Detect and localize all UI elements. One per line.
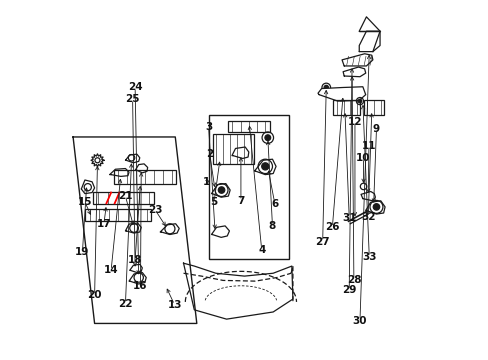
Text: 31: 31	[341, 213, 356, 222]
Text: 8: 8	[268, 221, 276, 231]
Circle shape	[261, 163, 268, 170]
Circle shape	[264, 135, 270, 140]
Text: 9: 9	[372, 124, 379, 134]
Text: 32: 32	[360, 212, 375, 221]
Text: 4: 4	[258, 245, 265, 255]
Polygon shape	[359, 31, 379, 51]
Polygon shape	[125, 154, 140, 163]
Polygon shape	[81, 180, 94, 194]
Text: 26: 26	[325, 222, 339, 232]
Text: 25: 25	[125, 94, 140, 104]
Text: 16: 16	[133, 281, 147, 291]
Polygon shape	[343, 67, 365, 77]
Text: 3: 3	[204, 122, 212, 132]
Text: 19: 19	[75, 247, 89, 257]
Circle shape	[218, 187, 224, 193]
Polygon shape	[360, 192, 375, 201]
Circle shape	[372, 204, 379, 210]
Text: 13: 13	[167, 300, 182, 310]
Text: 33: 33	[361, 252, 376, 262]
Bar	[363, 100, 384, 116]
Text: 10: 10	[356, 153, 370, 163]
Polygon shape	[160, 224, 179, 234]
Text: 21: 21	[118, 191, 132, 201]
Polygon shape	[341, 54, 372, 66]
Text: 2: 2	[205, 149, 213, 159]
Text: 17: 17	[97, 219, 111, 229]
Text: 12: 12	[347, 117, 362, 127]
Polygon shape	[211, 184, 230, 197]
Polygon shape	[129, 264, 142, 273]
Polygon shape	[231, 147, 248, 158]
Bar	[113, 170, 176, 184]
Text: 29: 29	[341, 285, 356, 296]
Bar	[85, 210, 151, 221]
Text: 14: 14	[103, 265, 118, 275]
Text: 20: 20	[87, 291, 102, 301]
Polygon shape	[365, 201, 384, 214]
Text: 18: 18	[128, 255, 142, 265]
Text: 1: 1	[203, 177, 210, 187]
Polygon shape	[211, 226, 229, 237]
Text: 24: 24	[127, 82, 142, 93]
Text: 6: 6	[271, 199, 278, 210]
Text: 5: 5	[210, 197, 217, 207]
Text: 28: 28	[346, 275, 360, 285]
Polygon shape	[254, 159, 276, 175]
Bar	[93, 192, 154, 204]
Bar	[333, 100, 360, 116]
Bar	[212, 134, 254, 164]
Text: 15: 15	[78, 197, 92, 207]
Circle shape	[324, 85, 328, 90]
Polygon shape	[317, 87, 365, 101]
Text: 7: 7	[237, 196, 244, 206]
Polygon shape	[135, 164, 147, 173]
Polygon shape	[129, 273, 146, 284]
Text: 30: 30	[352, 316, 366, 325]
Polygon shape	[109, 168, 129, 176]
Text: 11: 11	[361, 141, 375, 151]
Bar	[228, 121, 269, 132]
Polygon shape	[125, 223, 141, 233]
Circle shape	[357, 99, 361, 103]
Text: 23: 23	[148, 206, 163, 216]
Bar	[208, 116, 289, 259]
Text: 27: 27	[315, 237, 329, 247]
Text: 22: 22	[118, 299, 132, 309]
